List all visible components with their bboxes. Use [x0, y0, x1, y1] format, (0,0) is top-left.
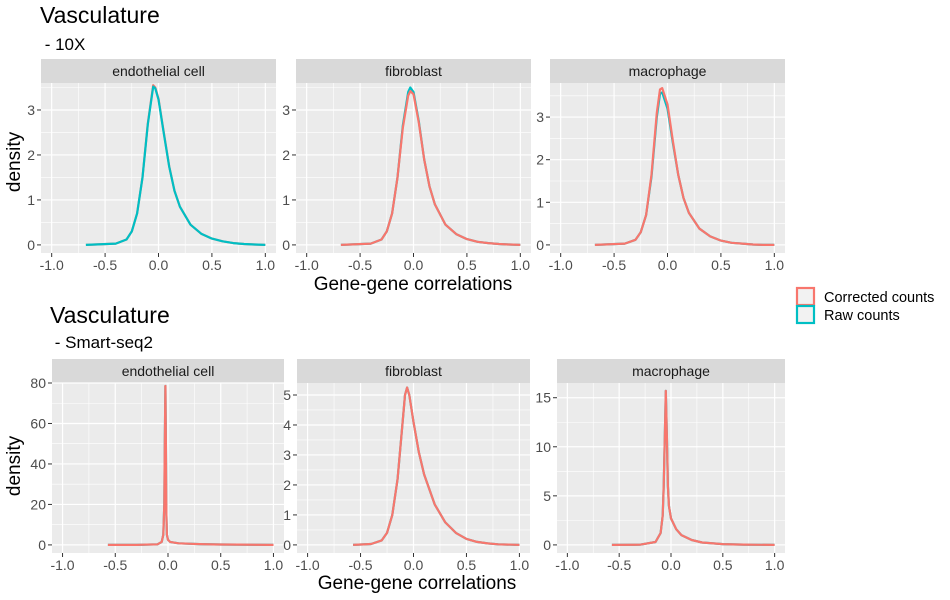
y-tick-label: 2 [283, 477, 291, 493]
y-tick-label: 2 [282, 147, 290, 163]
top-block-subtitle: - 10X [40, 35, 85, 54]
facet-strip [557, 359, 785, 383]
x-tick-label: 0.0 [661, 557, 681, 573]
series-line-corrected-counts [594, 87, 775, 246]
facet-strip [41, 59, 276, 83]
y-tick-label: 15 [535, 390, 551, 406]
x-tick-label: 1.0 [510, 557, 530, 573]
top-y-axis-title: density [4, 131, 25, 192]
y-tick-label: 80 [30, 375, 46, 391]
x-tick-label: -1.0 [296, 557, 320, 573]
x-tick-label: -0.5 [103, 557, 127, 573]
panel-macrophage-bottom: macrophage -1.0 -0.5 0.0 0.5 1.0 0 5 10 15 [535, 359, 785, 573]
panel-fibroblast-top: fibroblast -1.0 -0.5 0.0 0.5 1.0 0 1 2 3 [282, 59, 531, 273]
facet-panels: endothelial cell-1.0 -0.5 0.0 0.5 1.00123fib… [27, 59, 785, 573]
y-tick-label: 5 [283, 387, 291, 403]
x-tick-label: 0.5 [457, 257, 477, 273]
x-tick-label: -0.5 [607, 557, 631, 573]
x-tick-label: 0.0 [658, 257, 678, 273]
x-tick-label: -1.0 [549, 257, 573, 273]
y-tick-label: 2 [536, 152, 544, 168]
y-tick-label: 1 [283, 507, 291, 523]
x-tick-label: 0.0 [158, 557, 178, 573]
bottom-block-subtitle: - Smart-seq2 [50, 333, 153, 352]
y-tick-label: 3 [282, 102, 290, 118]
x-tick-label: 1.0 [511, 257, 531, 273]
bottom-x-axis-title: Gene-gene correlations [318, 573, 517, 594]
x-tick-label: 0.5 [211, 557, 231, 573]
y-tick-label: 0 [283, 537, 291, 553]
facet-strip-label: fibroblast [385, 363, 442, 379]
x-tick-label: 0.5 [713, 557, 733, 573]
top-x-axis-title: Gene-gene correlations [314, 274, 513, 295]
y-tick-label: 0 [27, 237, 35, 253]
x-tick-label: -1.0 [40, 257, 64, 273]
x-tick-label: -1.0 [295, 257, 319, 273]
y-tick-label: 4 [283, 417, 291, 433]
panel-macrophage-top: macrophage -1.0 -0.5 0.0 0.5 1.0 0 1 2 3 [536, 59, 785, 273]
bottom-block-title: Vasculature [50, 302, 170, 328]
x-tick-label: -1.0 [555, 557, 579, 573]
facet-strip-label: fibroblast [385, 63, 442, 79]
legend-key-corrected-counts [795, 286, 816, 307]
x-tick-label: -0.5 [348, 257, 372, 273]
x-tick-label: 0.5 [457, 557, 477, 573]
x-tick-label: -0.5 [93, 257, 117, 273]
x-tick-label: 1.0 [765, 257, 785, 273]
y-tick-label: 0 [38, 537, 46, 553]
x-tick-label: 0.0 [149, 257, 169, 273]
x-tick-label: 0.0 [404, 257, 424, 273]
x-tick-label: 0.5 [711, 257, 731, 273]
facet-strip-label: endothelial cell [112, 63, 205, 79]
series-line-corrected-counts [340, 90, 521, 246]
legend-key-raw-counts [795, 304, 816, 325]
facet-strip-label: macrophage [629, 63, 707, 79]
y-tick-label: 1 [536, 194, 544, 210]
y-tick-label: 1 [27, 192, 35, 208]
x-tick-label: -0.5 [348, 557, 372, 573]
y-tick-label: 3 [27, 102, 35, 118]
facet-strip [52, 359, 284, 383]
facet-strip [550, 59, 785, 83]
y-tick-label: 0 [282, 237, 290, 253]
bottom-y-axis-title: density [4, 435, 25, 496]
x-tick-label: 1.0 [765, 557, 785, 573]
x-tick-label: -0.5 [602, 257, 626, 273]
legend: Corrected counts Raw counts [795, 286, 934, 325]
series-line-corrected-counts [611, 389, 775, 546]
x-tick-label: 0.5 [202, 257, 222, 273]
facet-strip-label: endothelial cell [122, 363, 215, 379]
y-tick-label: 1 [282, 192, 290, 208]
y-tick-label: 20 [30, 496, 46, 512]
facet-strip [296, 59, 531, 83]
x-tick-label: 1.0 [256, 257, 276, 273]
top-block-title: Vasculature [40, 2, 160, 28]
y-tick-label: 3 [536, 109, 544, 125]
y-tick-label: 5 [543, 488, 551, 504]
series-line-corrected-counts [107, 384, 274, 546]
panel-endothelial-cell-top: endothelial cell -1.0 -0.5 0.0 0.5 1.0 0 1 2 3 [27, 59, 276, 273]
panel-fibroblast-bottom: fibroblast -1.0 -0.5 0.0 0.5 1.0 0 1 2 3 4 5 [283, 359, 530, 573]
y-tick-label: 0 [543, 537, 551, 553]
legend-label-corrected-counts: Corrected counts [824, 290, 934, 306]
facet-strip-label: macrophage [632, 363, 710, 379]
panel-endothelial-cell-bottom: endothelial cell -1.0 -0.5 0.0 0.5 1.0 0 20 40 60… [30, 359, 284, 573]
y-tick-label: 40 [30, 456, 46, 472]
y-tick-label: 10 [535, 439, 551, 455]
x-tick-label: 1.0 [264, 557, 284, 573]
y-tick-label: 2 [27, 147, 35, 163]
y-tick-label: 60 [30, 415, 46, 431]
y-tick-label: 3 [283, 447, 291, 463]
x-tick-label: 0.0 [404, 557, 424, 573]
x-tick-label: -1.0 [50, 557, 74, 573]
y-tick-label: 0 [536, 237, 544, 253]
legend-label-raw-counts: Raw counts [824, 308, 900, 324]
facet-strip [297, 359, 530, 383]
series-line-raw-counts [85, 85, 266, 246]
series-line-corrected-counts [353, 386, 520, 546]
